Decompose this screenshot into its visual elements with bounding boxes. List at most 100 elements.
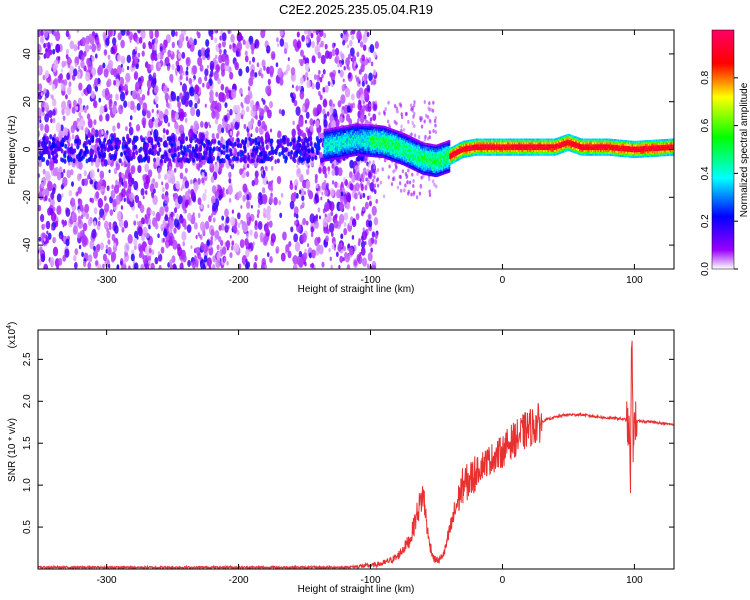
heatmap-cell (400, 124, 403, 129)
heatmap-cell (76, 144, 80, 150)
heatmap-cell (179, 92, 183, 100)
heatmap-cell (369, 117, 373, 122)
heatmap-cell (327, 170, 330, 175)
heatmap-cell (102, 253, 108, 262)
heatmap-cell (255, 104, 259, 112)
heatmap-cell (93, 207, 98, 215)
heatmap-cell (169, 259, 173, 266)
heatmap-cell (133, 244, 137, 251)
heatmap-cell (165, 129, 169, 135)
heatmap-cell (163, 114, 169, 124)
heatmap-cell (47, 30, 52, 35)
heatmap-cell (419, 185, 423, 190)
heatmap-cell (43, 87, 47, 94)
heatmap-cell (428, 189, 431, 194)
heatmap-cell (61, 60, 66, 68)
heatmap-cell (113, 79, 117, 86)
heatmap-cell (278, 200, 282, 206)
heatmap-cell (113, 184, 120, 194)
heatmap-cell (123, 259, 127, 265)
heatmap-cell (174, 31, 178, 37)
heatmap-cell (103, 220, 109, 230)
heatmap-cell (338, 264, 341, 269)
heatmap-cell (275, 62, 279, 68)
heatmap-cell (367, 163, 370, 168)
heatmap-cell (391, 177, 395, 182)
heatmap-cell (95, 36, 100, 46)
heatmap-cell (239, 220, 243, 225)
heatmap-cell (412, 190, 416, 195)
heatmap-cell (266, 212, 271, 221)
heatmap-cell (256, 62, 260, 68)
heatmap-cell (81, 54, 85, 61)
heatmap-cell (61, 108, 65, 116)
heatmap-cell (44, 187, 50, 198)
heatmap-cell (230, 34, 235, 43)
heatmap-cell (339, 69, 344, 78)
heatmap-cell (237, 190, 242, 199)
heatmap-cell (324, 85, 329, 93)
heatmap-cell (175, 72, 178, 76)
heatmap-cell (76, 71, 81, 79)
heatmap-cell (150, 210, 153, 215)
heatmap-cell (304, 98, 310, 108)
heatmap-cell (127, 234, 133, 244)
heatmap-cell (38, 107, 42, 117)
heatmap-cell (198, 77, 202, 85)
heatmap-cell (169, 73, 174, 83)
heatmap-cell (117, 64, 123, 75)
heatmap-cell (310, 148, 314, 154)
heatmap-cell (304, 261, 307, 267)
heatmap-cell (357, 170, 360, 175)
heatmap-cell (42, 144, 46, 150)
heatmap-cell (239, 87, 243, 95)
heatmap-cell (120, 261, 123, 266)
heatmap-cell (46, 180, 53, 191)
heatmap-cell (58, 130, 64, 141)
heatmap-cell (279, 77, 284, 86)
heatmap-cell (319, 138, 323, 144)
heatmap-cell (131, 62, 135, 68)
heatmap-cell (114, 139, 118, 145)
heatmap-cell (311, 41, 316, 49)
heatmap-cell (144, 264, 150, 269)
heatmap-cell (53, 133, 56, 137)
heatmap-cell (117, 54, 122, 62)
heatmap-cell (368, 112, 371, 117)
heatmap-cell (221, 32, 227, 42)
heatmap-cell (96, 146, 100, 152)
heatmap-cell (89, 169, 95, 179)
heatmap-cell (341, 84, 346, 92)
heatmap-cell (190, 106, 196, 117)
heatmap-cell (269, 138, 273, 144)
heatmap-cell (351, 175, 356, 183)
heatmap-cell (343, 221, 347, 228)
heatmap-cell (47, 154, 51, 160)
heatmap-cell (340, 53, 345, 61)
heatmap-cell (229, 44, 232, 50)
heatmap-cell (126, 166, 131, 174)
heatmap-cell (116, 43, 119, 47)
heatmap-cell (189, 179, 193, 185)
heatmap-cell (52, 117, 56, 124)
heatmap-cell (135, 81, 141, 92)
heatmap-cell (229, 130, 233, 136)
heatmap-cell (246, 171, 250, 178)
heatmap-cell (337, 182, 340, 188)
heatmap-cell (239, 168, 243, 175)
heatmap-cell (311, 156, 315, 162)
heatmap-cell (42, 149, 46, 155)
heatmap-cell (131, 140, 135, 146)
heatmap-cell (65, 238, 70, 247)
heatmap-cell (218, 48, 222, 55)
heatmap-cell (65, 105, 71, 116)
heatmap-cell (200, 203, 204, 210)
heatmap-cell (213, 71, 219, 81)
heatmap-cell (143, 178, 146, 184)
heatmap-cell (176, 145, 180, 151)
heatmap-cell (309, 213, 315, 224)
heatmap-cell (342, 106, 345, 111)
heatmap-cell (234, 121, 240, 131)
heatmap-cell (197, 197, 202, 205)
heatmap-cell (305, 180, 311, 190)
